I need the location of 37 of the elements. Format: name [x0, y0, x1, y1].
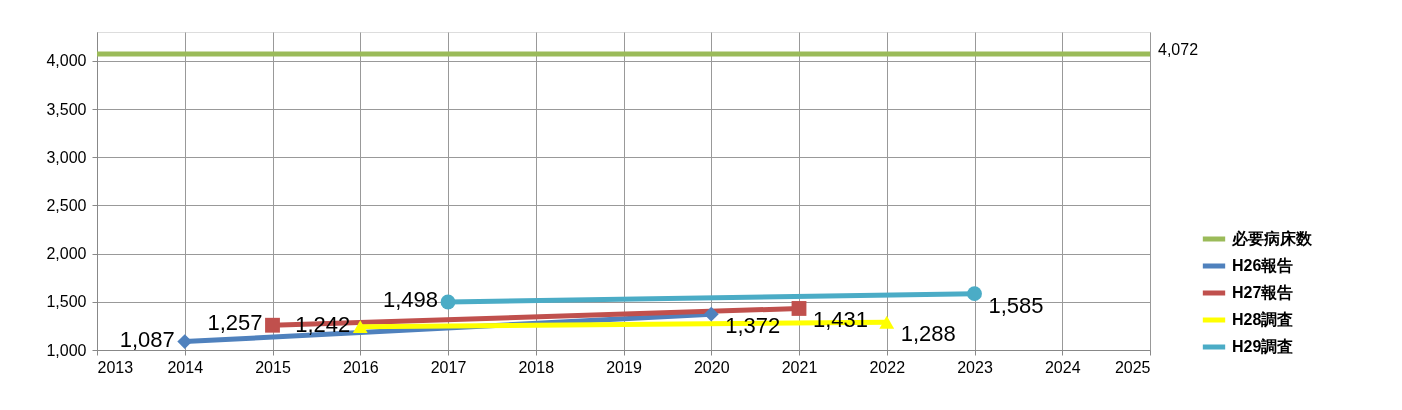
- point: [265, 317, 280, 333]
- y-tick-label: 1,500: [46, 293, 87, 311]
- x-tick-label: 2013: [97, 358, 134, 376]
- legend-label: H29調査: [1232, 338, 1294, 355]
- y-tick-label: 1,000: [46, 341, 87, 359]
- y-tick-label: 4,000: [46, 52, 87, 70]
- point: [177, 334, 193, 350]
- data-label: 4,072: [1158, 40, 1199, 58]
- y-tick-label: 3,000: [46, 148, 87, 166]
- data-label: 1,585: [988, 292, 1044, 318]
- x-tick-label: 2015: [255, 358, 291, 376]
- x-tick-label: 2024: [1044, 358, 1081, 376]
- x-tick-label: 2021: [781, 358, 818, 376]
- x-tick-label: 2017: [430, 358, 467, 376]
- x-tick-label: 2018: [518, 358, 555, 376]
- point: [440, 294, 456, 310]
- legend-label: 必要病床数: [1231, 230, 1313, 247]
- data-label: 1,288: [900, 321, 956, 347]
- x-tick-label: 2022: [869, 358, 906, 376]
- x-tick-label: 2023: [957, 358, 993, 376]
- data-label: 1,087: [119, 326, 175, 352]
- data-label: 1,498: [382, 287, 438, 313]
- x-tick-label: 2025: [1114, 358, 1151, 376]
- point: [703, 306, 719, 322]
- y-tick-label: 3,500: [46, 100, 87, 118]
- x-tick-label: 2016: [342, 358, 379, 376]
- point: [967, 286, 982, 302]
- y-tick-label: 2,500: [46, 196, 87, 214]
- legend-label: H26報告: [1232, 257, 1294, 274]
- x-tick-label: 2020: [693, 358, 730, 376]
- data-label: 1,257: [207, 310, 263, 336]
- x-tick-label: 2014: [167, 358, 204, 376]
- x-tick-label: 2019: [606, 358, 642, 376]
- legend-label: H27報告: [1232, 284, 1294, 301]
- y-tick-label: 2,000: [46, 245, 87, 263]
- legend-label: H28調査: [1232, 311, 1294, 328]
- point: [791, 301, 807, 316]
